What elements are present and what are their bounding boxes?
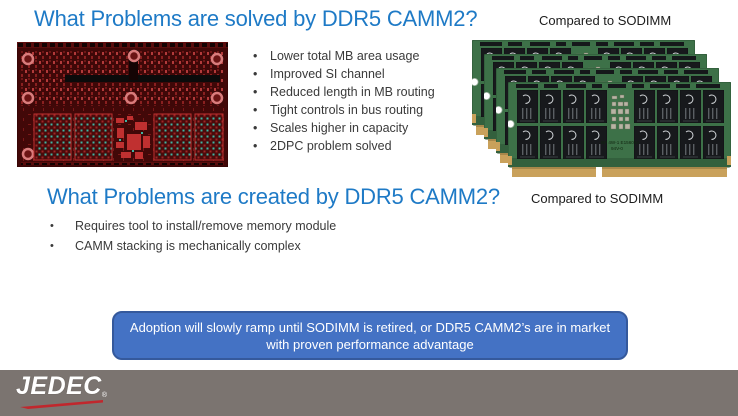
footer-bar: JEDEC® — [0, 370, 738, 416]
list-item: Improved SI channel — [253, 65, 463, 83]
list-item: Requires tool to install/remove memory m… — [50, 217, 450, 237]
list-item: Lower total MB area usage — [253, 47, 463, 65]
list-item: Reduced length in MB routing — [253, 83, 463, 101]
list-item: Scales higher in capacity — [253, 119, 463, 137]
registered-trademark-symbol: ® — [101, 392, 108, 399]
created-bullet-list: Requires tool to install/remove memory m… — [50, 217, 450, 256]
list-item: CAMM stacking is mechanically complex — [50, 237, 450, 257]
list-item: Tight controls in bus routing — [253, 101, 463, 119]
sodimm-module-front — [508, 82, 731, 178]
sodimm-stack-image: BP 4W-1 E156014 94V-0 — [466, 34, 738, 182]
camm2-pcb-layout-image — [17, 42, 228, 167]
compared-to-sodimm-label-bottom: Compared to SODIMM — [531, 191, 664, 206]
jedec-logo: JEDEC® — [16, 374, 126, 409]
jedec-logo-text: JEDEC — [16, 372, 102, 400]
adoption-banner-text: Adoption will slowly ramp until SODIMM i… — [129, 320, 611, 352]
title-problems-created: What Problems are created by DDR5 CAMM2? — [47, 184, 500, 209]
jedec-red-swoosh — [20, 400, 103, 409]
list-item: 2DPC problem solved — [253, 137, 463, 155]
solved-bullet-list: Lower total MB area usage Improved SI ch… — [253, 47, 463, 155]
title-problems-solved: What Problems are solved by DDR5 CAMM2? — [34, 6, 478, 31]
compared-to-sodimm-label-top: Compared to SODIMM — [539, 13, 672, 28]
adoption-banner: Adoption will slowly ramp until SODIMM i… — [112, 311, 628, 360]
